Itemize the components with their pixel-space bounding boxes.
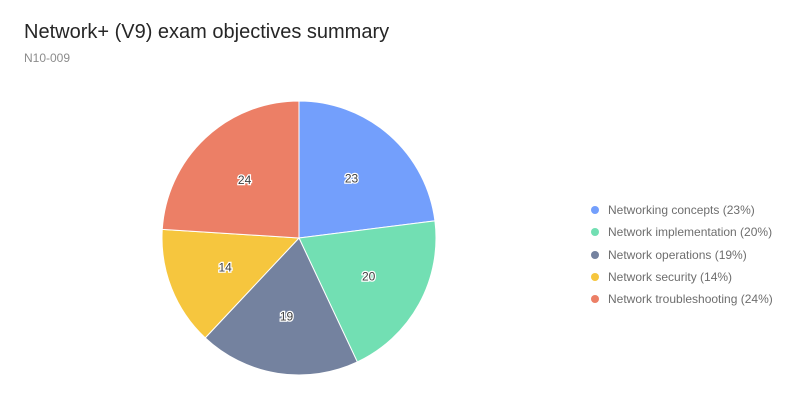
legend-item[interactable]: Network operations (19%) [591, 244, 773, 266]
pie-slice-network-troubleshooting[interactable] [161, 100, 300, 239]
legend-item[interactable]: Network implementation (20%) [591, 221, 773, 243]
pie-slice-network-implementation[interactable] [298, 220, 437, 363]
slice-data-label: 20 [362, 269, 376, 283]
legend-dot-icon [591, 206, 599, 215]
legend-item[interactable]: Network security (14%) [591, 266, 773, 288]
legend-dot-icon [591, 295, 599, 304]
slice-data-label: 19 [280, 309, 294, 323]
pie-slice-network-security[interactable] [161, 228, 301, 339]
legend-item[interactable]: Networking concepts (23%) [591, 199, 773, 221]
chart-title: Network+ (V9) exam objectives summary [24, 21, 390, 43]
slice-data-label: 14 [218, 260, 232, 274]
pie-slice-networking-concepts[interactable] [298, 100, 436, 239]
chart-subtitle: N10-009 [24, 51, 71, 65]
legend-dot-icon [591, 250, 599, 259]
slice-data-label: 23 [345, 171, 359, 185]
legend-item[interactable]: Network troubleshooting (24%) [591, 288, 773, 310]
slice-data-label: 24 [238, 173, 252, 187]
pie-slice-network-operations[interactable] [204, 237, 358, 376]
legend: Networking concepts (23%) Network implem… [591, 199, 773, 310]
legend-dot-icon [591, 273, 599, 282]
legend-dot-icon [591, 228, 599, 237]
